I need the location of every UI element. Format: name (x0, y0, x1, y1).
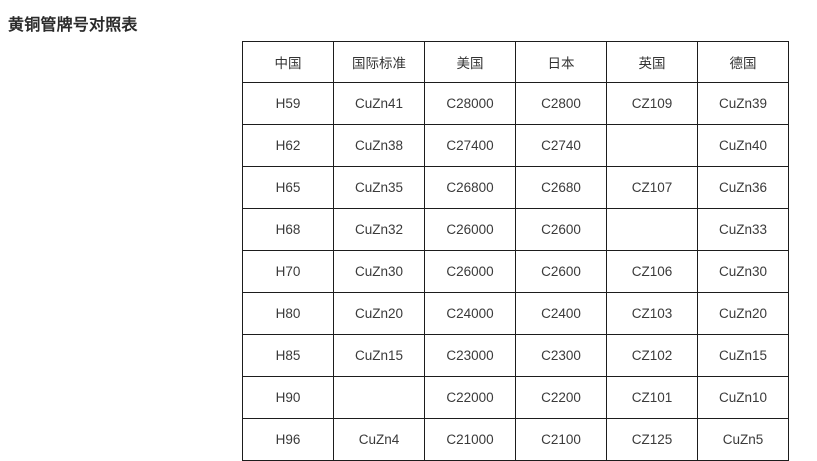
cell-germany: CuZn36 (697, 166, 789, 209)
cell-uk: CZ125 (606, 418, 698, 461)
cell-usa: C26000 (424, 208, 516, 251)
cell-germany: CuZn39 (697, 82, 789, 125)
cell-usa: C21000 (424, 418, 516, 461)
cell-iso: CuZn35 (333, 166, 425, 209)
cell-iso: CuZn32 (333, 208, 425, 251)
table-row: H85 CuZn15 C23000 C2300 CZ102 CuZn15 (242, 334, 789, 377)
table-row: H70 CuZn30 C26000 C2600 CZ106 CuZn30 (242, 250, 789, 293)
cell-germany: CuZn30 (697, 250, 789, 293)
cell-iso: CuZn15 (333, 334, 425, 377)
cell-china: H96 (242, 418, 334, 461)
column-header-usa: 美国 (424, 41, 516, 83)
cell-iso: CuZn4 (333, 418, 425, 461)
cell-japan: C2740 (515, 124, 607, 167)
cell-china: H62 (242, 124, 334, 167)
cell-japan: C2680 (515, 166, 607, 209)
cell-uk: CZ107 (606, 166, 698, 209)
table-row: H68 CuZn32 C26000 C2600 CuZn33 (242, 208, 789, 251)
cell-iso: CuZn41 (333, 82, 425, 125)
column-header-uk: 英国 (606, 41, 698, 83)
cell-japan: C2300 (515, 334, 607, 377)
cell-japan: C2100 (515, 418, 607, 461)
brand-comparison-table: 中国 国际标准 美国 日本 英国 德国 H59 CuZn41 C28000 C2800 CZ109… (242, 41, 789, 461)
cell-usa: C26000 (424, 250, 516, 293)
cell-uk: CZ101 (606, 376, 698, 419)
cell-uk: CZ102 (606, 334, 698, 377)
table-row: H90 C22000 C2200 CZ101 CuZn10 (242, 376, 789, 419)
cell-uk (606, 124, 698, 167)
cell-iso: CuZn38 (333, 124, 425, 167)
cell-germany: CuZn40 (697, 124, 789, 167)
table-row: H96 CuZn4 C21000 C2100 CZ125 CuZn5 (242, 418, 789, 461)
cell-germany: CuZn15 (697, 334, 789, 377)
cell-uk: CZ103 (606, 292, 698, 335)
cell-uk (606, 208, 698, 251)
cell-china: H65 (242, 166, 334, 209)
cell-uk: CZ106 (606, 250, 698, 293)
table-header-row: 中国 国际标准 美国 日本 英国 德国 (242, 41, 789, 83)
cell-usa: C24000 (424, 292, 516, 335)
cell-usa: C27400 (424, 124, 516, 167)
cell-china: H59 (242, 82, 334, 125)
cell-usa: C26800 (424, 166, 516, 209)
column-header-japan: 日本 (515, 41, 607, 83)
cell-usa: C23000 (424, 334, 516, 377)
cell-china: H85 (242, 334, 334, 377)
cell-germany: CuZn20 (697, 292, 789, 335)
cell-japan: C2200 (515, 376, 607, 419)
table-row: H59 CuZn41 C28000 C2800 CZ109 CuZn39 (242, 82, 789, 125)
cell-iso: CuZn20 (333, 292, 425, 335)
table-row: H80 CuZn20 C24000 C2400 CZ103 CuZn20 (242, 292, 789, 335)
cell-china: H90 (242, 376, 334, 419)
cell-usa: C28000 (424, 82, 516, 125)
cell-iso (333, 376, 425, 419)
cell-usa: C22000 (424, 376, 516, 419)
table-header: 中国 国际标准 美国 日本 英国 德国 (242, 41, 789, 83)
cell-china: H80 (242, 292, 334, 335)
table-body: H59 CuZn41 C28000 C2800 CZ109 CuZn39 H62 CuZn38… (242, 82, 789, 461)
table-row: H65 CuZn35 C26800 C2680 CZ107 CuZn36 (242, 166, 789, 209)
column-header-china: 中国 (242, 41, 334, 83)
comparison-table-container: 中国 国际标准 美国 日本 英国 德国 H59 CuZn41 C28000 C2800 CZ109… (242, 41, 789, 461)
cell-japan: C2400 (515, 292, 607, 335)
page-title: 黄铜管牌号对照表 (8, 17, 138, 34)
column-header-iso: 国际标准 (333, 41, 425, 83)
page-root: 黄铜管牌号对照表 中国 国际标准 美国 日本 英国 德国 H59 CuZn41 C28000 C… (8, 17, 789, 461)
table-row: H62 CuZn38 C27400 C2740 CuZn40 (242, 124, 789, 167)
cell-japan: C2800 (515, 82, 607, 125)
cell-uk: CZ109 (606, 82, 698, 125)
cell-japan: C2600 (515, 250, 607, 293)
cell-china: H70 (242, 250, 334, 293)
cell-china: H68 (242, 208, 334, 251)
cell-germany: CuZn33 (697, 208, 789, 251)
cell-germany: CuZn10 (697, 376, 789, 419)
cell-germany: CuZn5 (697, 418, 789, 461)
column-header-germany: 德国 (697, 41, 789, 83)
cell-iso: CuZn30 (333, 250, 425, 293)
cell-japan: C2600 (515, 208, 607, 251)
